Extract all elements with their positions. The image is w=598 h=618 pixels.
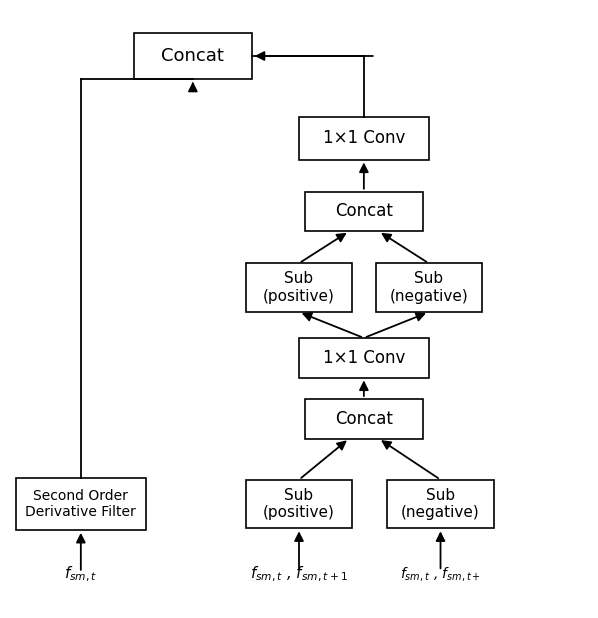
Text: 1×1 Conv: 1×1 Conv xyxy=(323,349,405,366)
Text: Sub
(negative): Sub (negative) xyxy=(389,271,468,304)
FancyBboxPatch shape xyxy=(305,399,423,439)
FancyBboxPatch shape xyxy=(305,192,423,231)
FancyBboxPatch shape xyxy=(246,263,352,312)
FancyBboxPatch shape xyxy=(246,480,352,528)
FancyBboxPatch shape xyxy=(16,478,146,530)
FancyBboxPatch shape xyxy=(388,480,493,528)
Text: $f_{sm,t}$ , $f_{sm,t+1}$: $f_{sm,t}$ , $f_{sm,t+1}$ xyxy=(250,565,348,584)
FancyBboxPatch shape xyxy=(299,338,429,378)
Text: Sub
(negative): Sub (negative) xyxy=(401,488,480,520)
FancyBboxPatch shape xyxy=(134,33,252,79)
Text: $f_{sm,t}$ , $f_{sm,t+}$: $f_{sm,t}$ , $f_{sm,t+}$ xyxy=(400,565,481,583)
Text: Concat: Concat xyxy=(335,203,393,221)
Text: Sub
(positive): Sub (positive) xyxy=(263,488,335,520)
FancyBboxPatch shape xyxy=(376,263,482,312)
Text: Concat: Concat xyxy=(161,47,224,65)
Text: Concat: Concat xyxy=(335,410,393,428)
FancyBboxPatch shape xyxy=(299,117,429,159)
Text: 1×1 Conv: 1×1 Conv xyxy=(323,129,405,147)
Text: $f_{sm,t}$: $f_{sm,t}$ xyxy=(64,565,97,584)
Text: Second Order
Derivative Filter: Second Order Derivative Filter xyxy=(26,489,136,519)
Text: Sub
(positive): Sub (positive) xyxy=(263,271,335,304)
